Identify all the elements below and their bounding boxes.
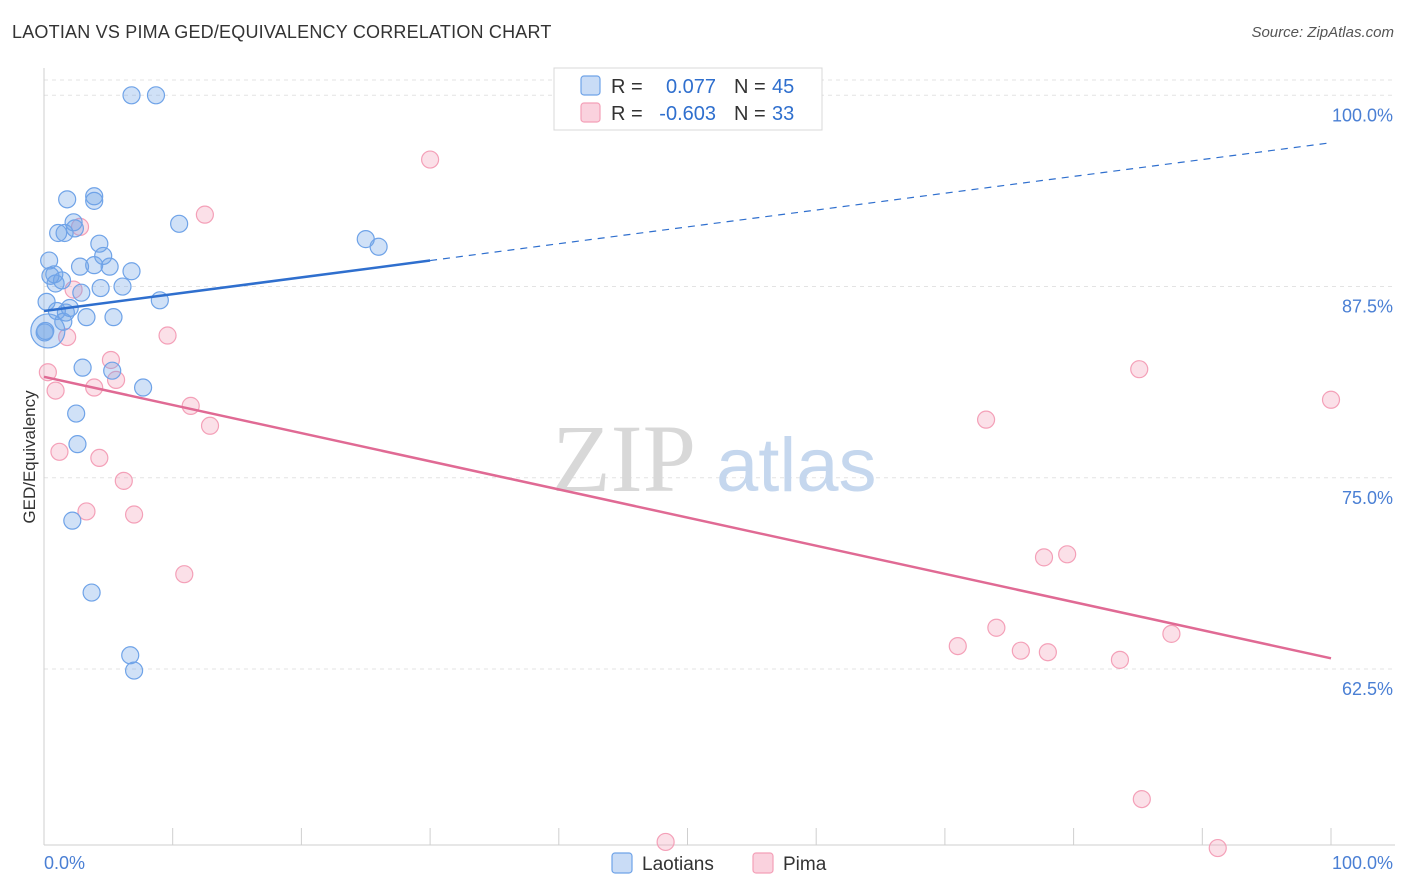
pima-point-8 bbox=[106, 370, 126, 389]
pima-point-14 bbox=[90, 448, 109, 468]
legend-n-value-1: 45 bbox=[772, 76, 794, 98]
legend-n-label-1: N = bbox=[734, 76, 766, 98]
laotians-trend-line bbox=[43, 259, 431, 313]
bottom-legend-swatch-pima bbox=[752, 852, 774, 874]
y-tick-label-2: 75.0% bbox=[1342, 488, 1393, 508]
laotians-point-16 bbox=[100, 257, 119, 276]
source-label: Source: ZipAtlas.com bbox=[1251, 24, 1394, 41]
laotians-point-8 bbox=[49, 223, 68, 243]
laotians-point-14 bbox=[40, 251, 59, 270]
watermark: ZIP atlas bbox=[552, 405, 877, 512]
pima-point-30 bbox=[1132, 789, 1151, 809]
laotians-point-9 bbox=[55, 223, 74, 243]
laotians-point-3 bbox=[85, 187, 104, 206]
axes bbox=[43, 68, 1395, 846]
pima-point-23 bbox=[1058, 545, 1077, 564]
x-ticks bbox=[43, 828, 1332, 845]
watermark-atlas: atlas bbox=[716, 423, 877, 508]
legend-n-value-2: 33 bbox=[772, 103, 794, 125]
legend-r-label-2: R = bbox=[611, 103, 643, 125]
laotians-point-17 bbox=[70, 257, 90, 276]
pima-point-19 bbox=[1130, 360, 1149, 379]
pima-point-31 bbox=[656, 832, 675, 852]
laotians-point-40 bbox=[63, 511, 82, 530]
pima-point-25 bbox=[987, 618, 1006, 637]
y-tick-label-1: 87.5% bbox=[1342, 297, 1393, 317]
laotians-point-37 bbox=[133, 378, 153, 397]
laotians-point-44 bbox=[35, 323, 54, 342]
laotians-point-0 bbox=[122, 86, 141, 105]
laotians-points bbox=[30, 86, 388, 680]
pima-point-5 bbox=[158, 326, 177, 345]
laotians-point-2 bbox=[58, 190, 77, 209]
bottom-legend-label-pima: Pima bbox=[783, 854, 827, 875]
pima-trend-line bbox=[43, 375, 1332, 660]
trend-lines bbox=[43, 142, 1332, 660]
pima-point-0 bbox=[421, 150, 440, 169]
pima-point-12 bbox=[200, 416, 220, 435]
legend-swatch-pima bbox=[580, 102, 601, 123]
bottom-legend-label-laotians: Laotians bbox=[642, 854, 714, 875]
y-tick-labels: 100.0% 87.5% 75.0% 62.5% bbox=[1332, 105, 1393, 699]
laotians-point-11 bbox=[369, 237, 388, 256]
laotians-point-7 bbox=[170, 214, 189, 233]
laotians-point-35 bbox=[73, 358, 92, 377]
laotians-point-25 bbox=[72, 283, 91, 302]
laotians-point-41 bbox=[82, 583, 101, 602]
pima-point-17 bbox=[124, 505, 144, 524]
laotians-point-39 bbox=[68, 435, 87, 454]
pima-point-11 bbox=[181, 396, 200, 415]
pima-point-27 bbox=[1038, 643, 1057, 662]
pima-point-32 bbox=[1208, 838, 1227, 858]
laotians-point-15 bbox=[85, 256, 104, 275]
laotians-point-23 bbox=[91, 278, 110, 298]
laotians-point-42 bbox=[121, 646, 140, 665]
pima-point-15 bbox=[114, 471, 133, 490]
laotians-point-31 bbox=[77, 308, 96, 327]
pima-point-13 bbox=[50, 442, 69, 461]
pima-point-24 bbox=[948, 636, 967, 656]
laotians-point-1 bbox=[146, 86, 166, 105]
legend-r-label-1: R = bbox=[611, 76, 643, 98]
watermark-zip: ZIP bbox=[552, 405, 696, 512]
laotians-point-24 bbox=[113, 277, 132, 296]
pima-point-21 bbox=[976, 410, 996, 429]
pima-point-26 bbox=[1011, 641, 1030, 660]
laotians-point-4 bbox=[85, 191, 104, 210]
legend-swatch-laotians bbox=[580, 75, 601, 96]
chart-title: LAOTIAN VS PIMA GED/EQUIVALENCY CORRELAT… bbox=[12, 22, 552, 42]
pima-point-29 bbox=[1162, 624, 1181, 643]
pima-point-7 bbox=[38, 363, 57, 382]
laotians-point-18 bbox=[122, 262, 141, 281]
pima-point-20 bbox=[1321, 390, 1341, 409]
pima-point-16 bbox=[77, 502, 96, 521]
y-axis-label: GED/Equivalency bbox=[20, 390, 39, 524]
pima-point-4 bbox=[58, 327, 77, 347]
correlation-legend: R = 0.077 N = 45 R = -0.603 N = 33 bbox=[553, 67, 823, 131]
legend-n-label-2: N = bbox=[734, 103, 766, 125]
pima-point-18 bbox=[175, 565, 194, 584]
laotians-point-38 bbox=[67, 404, 86, 423]
pima-point-1 bbox=[195, 205, 214, 224]
series-legend: Laotians Pima bbox=[611, 852, 827, 875]
legend-r-value-1: 0.077 bbox=[666, 76, 716, 98]
laotians-point-6 bbox=[65, 219, 84, 238]
x-tick-label-min: 0.0% bbox=[44, 853, 85, 873]
laotians-trend-extension bbox=[430, 142, 1332, 262]
x-tick-label-max: 100.0% bbox=[1332, 853, 1393, 873]
pima-point-28 bbox=[1110, 650, 1130, 669]
legend-r-value-2: -0.603 bbox=[659, 103, 716, 125]
y-tick-label-3: 62.5% bbox=[1342, 679, 1393, 699]
grid-lines bbox=[44, 79, 1395, 670]
laotians-point-32 bbox=[104, 308, 123, 327]
laotians-point-43 bbox=[124, 661, 144, 680]
y-tick-label-0: 100.0% bbox=[1332, 105, 1393, 125]
laotians-point-large bbox=[30, 313, 66, 349]
pima-point-22 bbox=[1034, 548, 1054, 567]
laotians-point-36 bbox=[103, 361, 122, 380]
laotians-point-22 bbox=[46, 274, 65, 293]
bottom-legend-swatch-laotians bbox=[611, 852, 633, 874]
pima-point-10 bbox=[46, 381, 65, 400]
